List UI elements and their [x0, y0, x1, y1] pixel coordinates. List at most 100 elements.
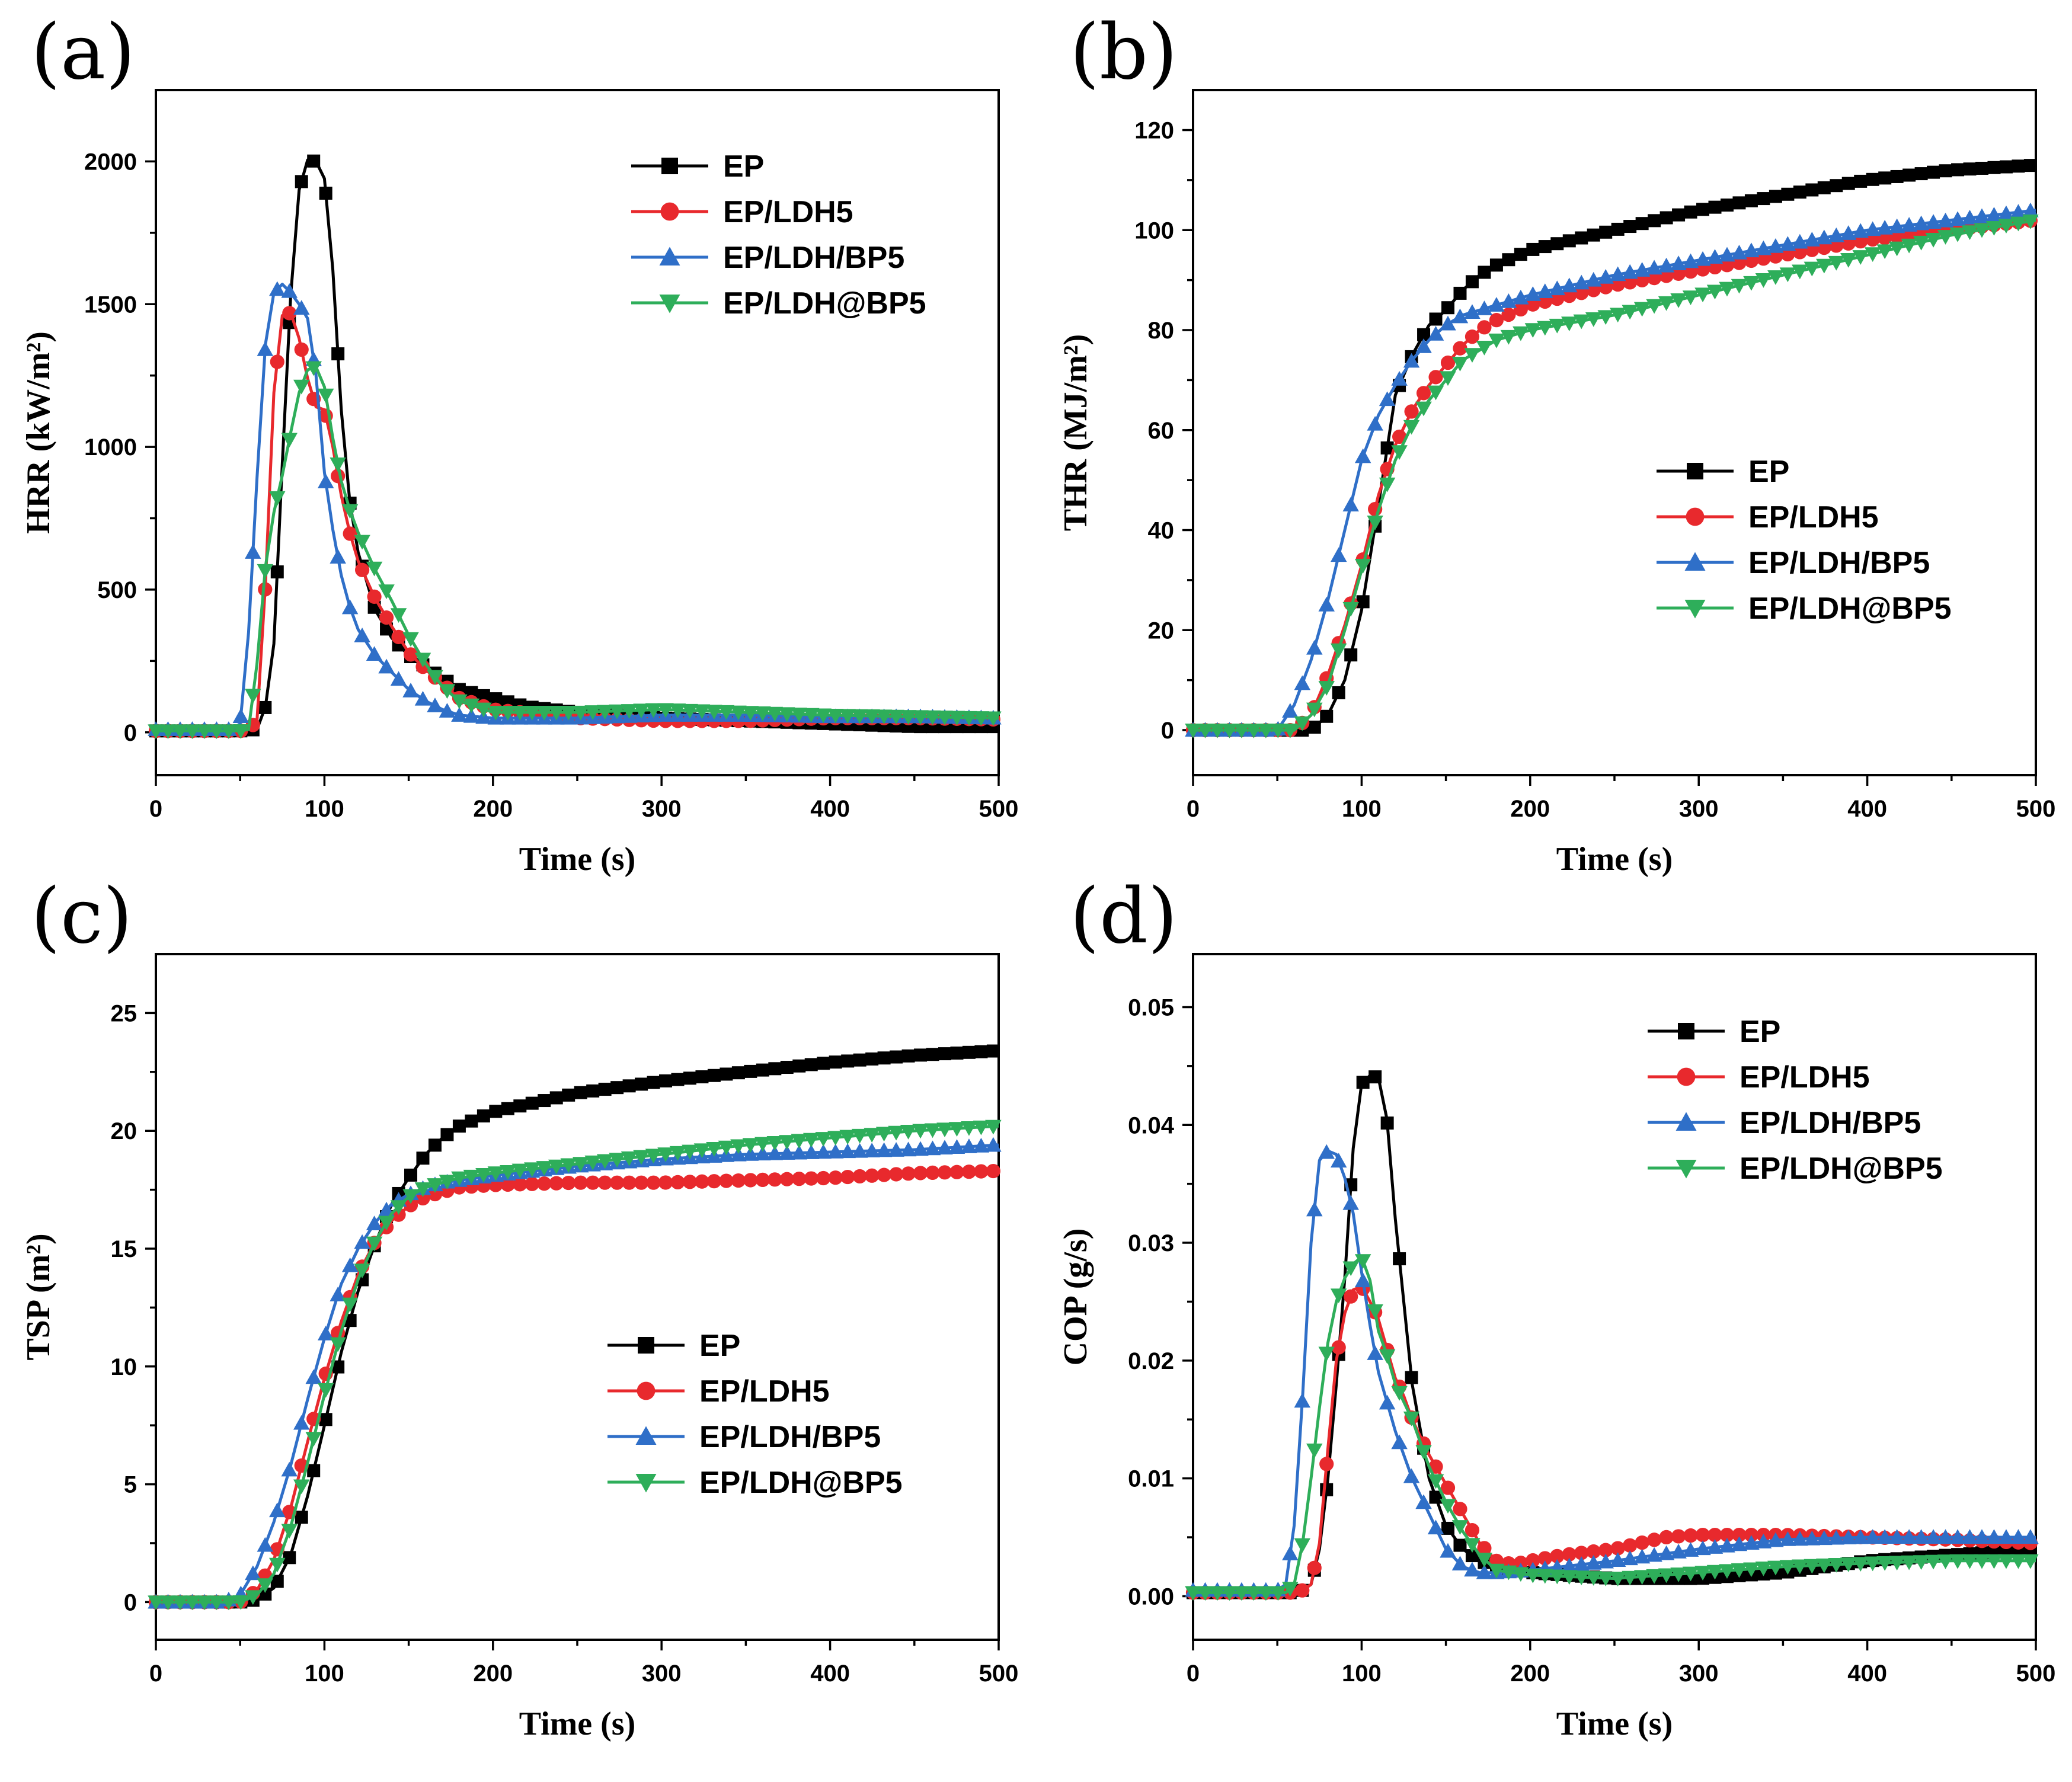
legend-label: EP/LDH/BP5 [723, 241, 904, 275]
x-tick-label: 100 [1342, 796, 1382, 822]
series-marker [804, 1171, 818, 1186]
series-marker [1500, 329, 1517, 345]
series-marker [985, 1137, 1002, 1152]
series-marker [196, 1595, 213, 1611]
series-marker [1648, 214, 1661, 228]
series-marker [1781, 187, 1795, 201]
series-marker [658, 1175, 673, 1190]
series-marker [792, 1059, 806, 1073]
series-marker [912, 710, 929, 725]
series-marker [1706, 1565, 1724, 1580]
series-marker [730, 705, 747, 721]
series-marker [924, 710, 941, 725]
series-marker [1974, 223, 1990, 238]
series-marker [1306, 1443, 1323, 1458]
y-tick-label: 20 [111, 1118, 138, 1144]
series-marker [888, 709, 904, 725]
series-marker [245, 689, 261, 704]
series-marker [1320, 709, 1334, 723]
y-tick-label: 100 [1134, 217, 1174, 244]
y-tick-label: 5 [124, 1472, 137, 1498]
series-marker [1440, 355, 1456, 370]
series-marker [1391, 445, 1408, 460]
series-marker [366, 646, 383, 661]
series-marker [1841, 177, 1855, 190]
series-marker [827, 1143, 844, 1159]
legend-marker [660, 202, 679, 221]
series-marker [282, 306, 297, 321]
series-marker [657, 1147, 674, 1162]
series-marker [1318, 1346, 1335, 1362]
series-marker [1852, 250, 1869, 265]
series-marker [682, 1175, 698, 1189]
series-marker [1949, 1529, 1966, 1544]
legend-marker [1675, 1160, 1697, 1179]
series-marker [670, 1175, 685, 1190]
series-marker [1888, 241, 1905, 257]
series-marker [1659, 1530, 1674, 1544]
y-tick-label: 0.02 [1128, 1348, 1174, 1374]
series-marker [1561, 1570, 1578, 1585]
series-marker [1221, 1586, 1238, 1601]
panel-letter-b: (b) [1070, 8, 1178, 97]
legend: EP EP/LDH5 EP/LDH/BP5 EP/LDH@BP5 [607, 1329, 903, 1500]
series-marker [1961, 209, 1978, 225]
series-marker [1927, 165, 1940, 179]
x-tick-label: 200 [1510, 796, 1550, 822]
series-marker [1233, 1586, 1250, 1601]
series-marker [1755, 1562, 1772, 1576]
series-marker [1209, 724, 1226, 738]
series-marker [802, 708, 820, 723]
legend-label: EP/LDH5 [1748, 500, 1879, 535]
series-marker [961, 1121, 977, 1136]
series-marker [865, 1052, 879, 1066]
series-marker [1367, 1304, 1383, 1319]
series-marker [403, 1198, 418, 1212]
series-marker [404, 1168, 418, 1182]
series-marker [1427, 1474, 1444, 1489]
y-tick-label: 10 [111, 1354, 138, 1380]
series-marker [914, 1048, 928, 1062]
series-marker [1331, 1340, 1346, 1355]
series-marker [1719, 247, 1735, 262]
series-marker [1633, 1549, 1651, 1564]
series-marker [1561, 1557, 1578, 1573]
series-marker [1779, 1560, 1796, 1575]
series-ep-ldh-bp5 [1185, 1144, 2039, 1597]
series-marker [1694, 1566, 1711, 1581]
series-marker [973, 711, 990, 726]
series-marker [245, 544, 261, 559]
series-marker [707, 1068, 721, 1082]
series-marker [1937, 230, 1954, 245]
series-marker [451, 707, 468, 722]
x-tick-label: 200 [1510, 1661, 1550, 1687]
legend-marker [661, 158, 678, 174]
series-marker [1549, 318, 1566, 334]
series-marker [258, 582, 273, 597]
series-marker [1901, 238, 1917, 254]
series-marker [817, 1057, 830, 1070]
series-marker [465, 1114, 478, 1128]
series-marker [281, 433, 298, 448]
series-marker [840, 1169, 855, 1185]
series-marker [1526, 1553, 1540, 1568]
series-marker [1610, 1541, 1625, 1556]
series-marker [1465, 1549, 1479, 1563]
series-marker [743, 1173, 758, 1188]
series-marker [367, 589, 382, 604]
series-marker [948, 711, 965, 726]
series-marker [391, 629, 406, 644]
series-marker [1245, 724, 1262, 738]
series-marker [1949, 227, 1966, 242]
legend-marker [659, 247, 680, 265]
series-marker [414, 652, 431, 668]
series-marker [682, 703, 698, 719]
series-marker [1270, 1586, 1287, 1601]
series-marker [1330, 547, 1347, 562]
series-marker [1888, 218, 1905, 233]
series-marker [500, 706, 516, 721]
series-marker [1925, 1554, 1942, 1570]
series-marker [827, 1131, 844, 1146]
series-marker [1429, 312, 1443, 326]
series-marker [1744, 1527, 1759, 1543]
